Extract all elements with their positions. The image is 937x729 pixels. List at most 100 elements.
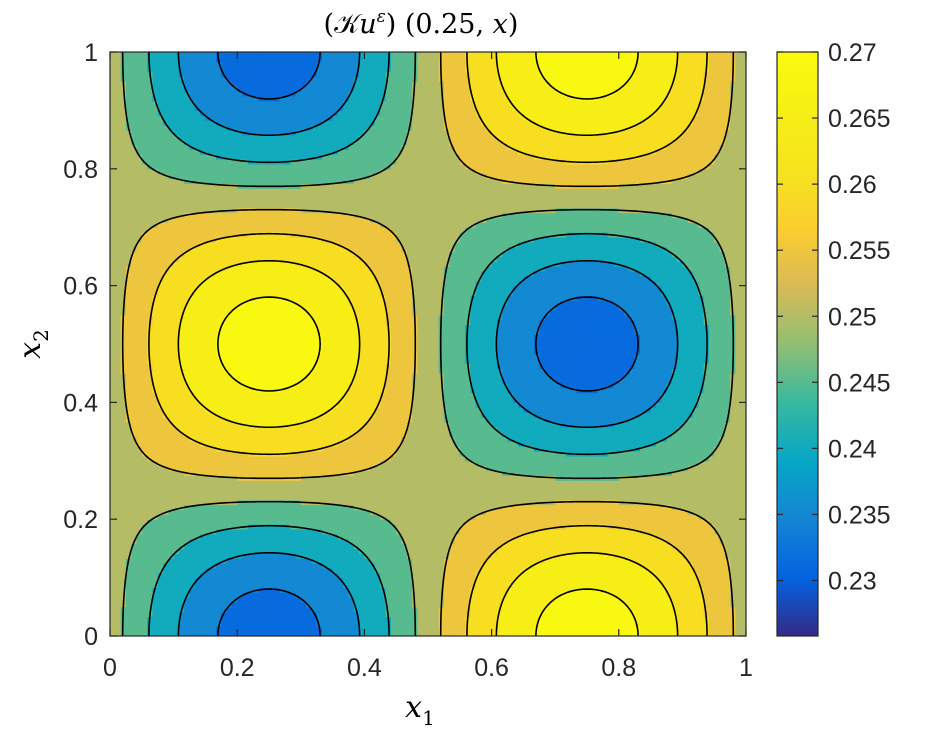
- contour-cell: [131, 558, 138, 564]
- contour-cell: [300, 611, 307, 618]
- contour-cell: [618, 577, 625, 584]
- contour-cell: [587, 533, 593, 540]
- contour-cell: [253, 465, 259, 472]
- contour-cell: [523, 504, 530, 511]
- contour-cell: [369, 538, 376, 545]
- contour-cell: [645, 553, 652, 559]
- contour-cell: [406, 465, 413, 472]
- contour-cell: [258, 504, 265, 511]
- contour-cell: [602, 538, 609, 545]
- contour-cell: [454, 543, 461, 549]
- contour-cell: [708, 446, 715, 452]
- contour-cell: [549, 631, 556, 636]
- contour-cell: [454, 592, 461, 598]
- contour-cell: [629, 533, 636, 540]
- contour-cell: [147, 572, 153, 579]
- contour-cell: [300, 490, 307, 496]
- contour-cell: [443, 548, 450, 554]
- contour-cell: [163, 606, 169, 613]
- contour-cell: [470, 455, 477, 462]
- contour-cell: [507, 587, 514, 593]
- contour-cell: [735, 455, 742, 462]
- contour-cell: [125, 490, 132, 496]
- contour-cell: [491, 626, 498, 632]
- contour-cell: [655, 460, 662, 467]
- contour-cell: [406, 514, 413, 520]
- contour-cell: [375, 567, 381, 574]
- contour-cell: [560, 436, 567, 442]
- contour-cell: [512, 524, 519, 530]
- contour-cell: [422, 587, 429, 593]
- contour-cell: [687, 436, 694, 442]
- contour-cell: [592, 606, 599, 613]
- contour-cell: [486, 499, 493, 506]
- contour-cell: [645, 499, 652, 506]
- contour-cell: [687, 621, 694, 627]
- contour-cell: [147, 626, 153, 632]
- contour-cell: [210, 431, 217, 438]
- contour-cell: [608, 563, 615, 569]
- contour-cell: [406, 582, 413, 588]
- contour-cell: [178, 480, 185, 486]
- contour-cell: [544, 528, 551, 535]
- contour-cell: [353, 485, 360, 491]
- contour-cell: [200, 548, 206, 554]
- contour-cell: [359, 626, 365, 632]
- contour-cell: [306, 441, 312, 447]
- contour-cell: [666, 451, 673, 457]
- contour-cell: [380, 436, 387, 442]
- contour-cell: [507, 631, 514, 636]
- contour-cell: [661, 499, 668, 506]
- contour-cell: [571, 563, 577, 569]
- contour-cell: [200, 436, 206, 442]
- contour-cell: [237, 626, 244, 632]
- contour-cell: [253, 455, 259, 462]
- contour-cell: [534, 494, 540, 501]
- contour-cell: [125, 504, 132, 511]
- contour-cell: [401, 572, 408, 579]
- contour-cell: [269, 490, 275, 496]
- contour-cell: [661, 611, 668, 618]
- contour-cell: [263, 572, 270, 579]
- contour-cell: [587, 499, 593, 506]
- contour-cell: [147, 499, 153, 506]
- contour-cell: [481, 587, 487, 593]
- contour-cell: [322, 460, 328, 467]
- contour-cell: [714, 543, 721, 549]
- contour-cell: [666, 611, 673, 618]
- contour-cell: [322, 451, 328, 457]
- contour-cell: [571, 514, 577, 520]
- contour-cell: [332, 490, 339, 496]
- contour-cell: [380, 441, 387, 447]
- contour-cell: [385, 480, 392, 486]
- contour-cell: [131, 533, 138, 540]
- contour-cell: [661, 626, 668, 632]
- contour-cell: [417, 436, 424, 442]
- contour-cell: [348, 436, 355, 442]
- contour-cell: [740, 538, 746, 545]
- contour-cell: [502, 563, 509, 569]
- contour-cell: [719, 577, 726, 584]
- contour-cell: [735, 528, 742, 535]
- contour-cell: [597, 470, 604, 476]
- contour-cell: [645, 441, 652, 447]
- contour-cell: [194, 528, 201, 535]
- contour-cell: [200, 601, 206, 608]
- contour-cell: [247, 563, 254, 569]
- contour-cell: [125, 606, 132, 613]
- contour-cell: [253, 485, 259, 491]
- contour-cell: [168, 582, 175, 588]
- contour-cell: [677, 572, 683, 579]
- contour-cell: [433, 558, 440, 564]
- contour-cell: [602, 567, 609, 574]
- contour-cell: [740, 587, 746, 593]
- contour-cell: [629, 460, 636, 467]
- contour-cell: [359, 494, 365, 501]
- contour-cell: [390, 475, 397, 481]
- contour-cell: [163, 451, 169, 457]
- contour-cell: [507, 480, 514, 486]
- contour-cell: [581, 543, 588, 549]
- contour-cell: [714, 485, 721, 491]
- contour-cell: [110, 509, 116, 515]
- contour-cell: [290, 465, 297, 472]
